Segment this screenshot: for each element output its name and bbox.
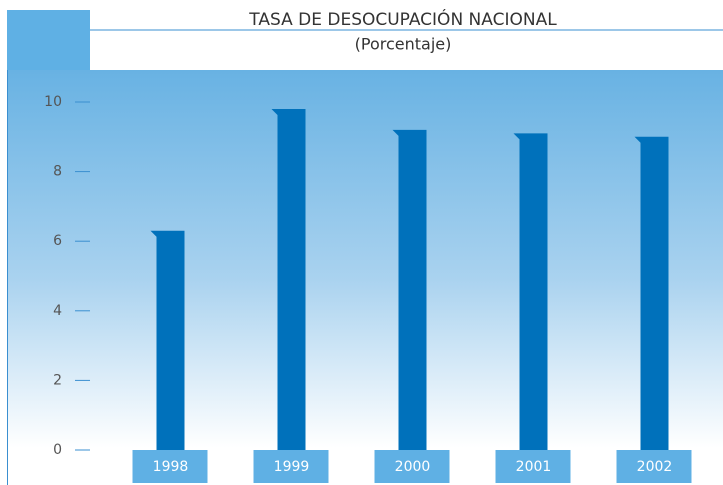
chart-subtitle: (Porcentaje) <box>355 35 452 54</box>
y-tick-label: 6 <box>53 233 62 249</box>
plot-background <box>7 70 723 448</box>
category-box <box>132 450 208 483</box>
y-tick-label: 8 <box>53 164 62 180</box>
x-tick-label: 1998 <box>153 459 189 475</box>
x-tick-label: 2002 <box>637 459 673 475</box>
bar <box>271 108 306 451</box>
corner-block <box>7 10 90 70</box>
category-box <box>374 450 450 483</box>
chart-title: TASA DE DESOCUPACIÓN NACIONAL <box>248 8 557 30</box>
y-tick-label: 2 <box>53 372 62 388</box>
category-box <box>616 450 692 483</box>
y-tick-label: 0 <box>53 442 62 458</box>
bar <box>513 133 548 450</box>
x-tick-label: 2001 <box>516 459 552 475</box>
x-tick-label: 2000 <box>395 459 431 475</box>
bar <box>634 136 669 451</box>
x-tick-label: 1999 <box>274 459 310 475</box>
y-tick-label: 10 <box>44 94 62 110</box>
bar <box>150 230 185 450</box>
category-box <box>495 450 571 483</box>
bar <box>392 129 427 450</box>
category-box <box>253 450 329 483</box>
y-tick-label: 4 <box>53 303 62 319</box>
